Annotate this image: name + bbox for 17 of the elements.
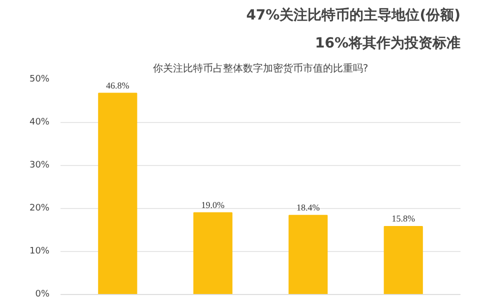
- bar: [98, 92, 138, 294]
- y-tick-label: 20%: [29, 204, 50, 214]
- text: 你关注比特币占整体数字加密货币市值的比重吗?: [152, 62, 368, 74]
- bar: [384, 226, 423, 294]
- bar: [288, 214, 328, 294]
- data-label: 18.4%: [296, 202, 320, 212]
- data-label: 19.0%: [201, 200, 226, 210]
- y-tick-label: 30%: [29, 160, 50, 170]
- chart-subtitle: 16%将其作为投资标准: [314, 36, 461, 52]
- y-tick-label: 0%: [35, 290, 50, 300]
- data-label: 46.8%: [106, 80, 130, 90]
- y-tick-label: 10%: [29, 246, 50, 256]
- y-tick-label: 50%: [29, 74, 50, 84]
- y-tick-label: 40%: [29, 118, 50, 128]
- data-label: 15.8%: [392, 214, 416, 224]
- chart-title: 47%关注比特币的主导地位(份额): [246, 6, 461, 24]
- bar: [193, 212, 232, 294]
